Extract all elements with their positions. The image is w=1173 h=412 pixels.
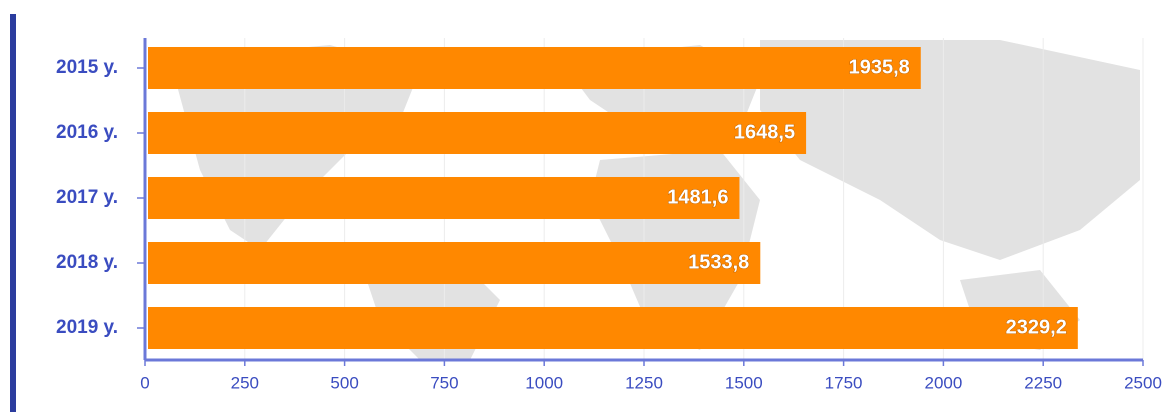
x-tick-label: 500 xyxy=(330,373,358,392)
bar xyxy=(148,112,807,154)
x-tick-label: 1500 xyxy=(725,373,763,392)
value-label: 1648,5 xyxy=(734,121,795,143)
side-accent xyxy=(10,14,16,412)
x-tick-label: 2500 xyxy=(1124,373,1162,392)
x-tick-label: 2000 xyxy=(924,373,962,392)
bar xyxy=(148,307,1078,349)
value-label: 1935,8 xyxy=(849,56,910,78)
bar xyxy=(148,242,761,284)
value-label: 1481,6 xyxy=(667,186,728,208)
x-tick-label: 1250 xyxy=(625,373,663,392)
x-tick-label: 750 xyxy=(430,373,458,392)
bar xyxy=(148,47,921,89)
x-tick-label: 0 xyxy=(140,373,149,392)
y-tick-label: 2018 y. xyxy=(56,252,118,273)
y-tick-label: 2015 y. xyxy=(56,57,118,78)
x-tick-label: 1750 xyxy=(825,373,863,392)
value-label: 2329,2 xyxy=(1006,316,1067,338)
y-tick-label: 2017 y. xyxy=(56,187,118,208)
x-tick-label: 2250 xyxy=(1024,373,1062,392)
bar xyxy=(148,177,740,219)
x-tick-label: 250 xyxy=(231,373,259,392)
y-tick-label: 2016 y. xyxy=(56,122,118,143)
y-tick-label: 2019 y. xyxy=(56,317,118,338)
x-tick-label: 1000 xyxy=(525,373,563,392)
value-label: 1533,8 xyxy=(688,251,749,273)
